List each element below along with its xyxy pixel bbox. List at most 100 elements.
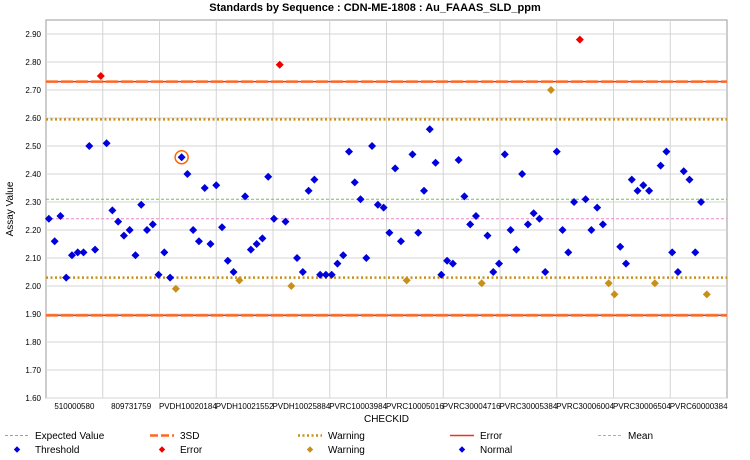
normal-point <box>541 268 550 276</box>
x-tick-label: PVDH10025884 <box>272 402 330 411</box>
normal-point <box>131 251 140 260</box>
normal-point <box>385 228 394 237</box>
normal-point <box>552 147 561 156</box>
normal-point <box>350 178 359 187</box>
y-tick-label: 2.50 <box>25 142 41 151</box>
normal-point <box>102 139 111 148</box>
warning-point <box>171 284 180 293</box>
normal-point <box>142 226 151 234</box>
plot-area <box>44 19 728 399</box>
x-axis-ticks: 510000580 809731759 PVDH10020184PVDH100215… <box>54 402 728 411</box>
legend-label: Error <box>180 445 203 456</box>
data-points <box>44 35 711 299</box>
warning-point <box>650 279 659 288</box>
normal-point <box>137 200 146 209</box>
normal-point <box>321 270 330 279</box>
x-tick-label: PVRC60000384 <box>670 402 728 411</box>
normal-point <box>252 240 261 248</box>
warning-point <box>702 290 711 299</box>
legend-label: Warning <box>328 431 365 442</box>
normal-point <box>668 248 677 257</box>
normal-point <box>293 254 302 262</box>
normal-point <box>673 268 682 276</box>
legend: Expected Value 3SD Warning Error Mean Thresho… <box>0 425 750 460</box>
error-point <box>575 35 584 44</box>
legend-swatch <box>458 446 466 453</box>
y-tick-label: 2.90 <box>25 30 41 39</box>
x-tick-label: 510000580 <box>54 402 95 411</box>
normal-point <box>396 237 405 246</box>
normal-point <box>662 147 671 156</box>
normal-point <box>223 256 232 265</box>
x-tick-label: PVRC10005016 <box>386 402 444 411</box>
legend-diamond-swatch <box>458 446 466 453</box>
normal-point <box>523 220 532 229</box>
y-tick-label: 2.00 <box>25 282 41 291</box>
normal-point <box>183 170 192 178</box>
normal-point <box>425 125 434 134</box>
normal-point <box>304 186 313 195</box>
normal-point <box>633 186 642 195</box>
normal-point <box>443 256 452 265</box>
normal-point <box>333 259 342 268</box>
normal-point <box>344 147 353 156</box>
normal-point <box>50 237 59 246</box>
normal-point <box>73 248 82 257</box>
normal-point <box>454 156 463 164</box>
y-tick-label: 1.80 <box>25 338 41 347</box>
normal-point <box>194 237 203 246</box>
legend-diamond-swatch <box>158 446 166 453</box>
legend-label: Mean <box>628 431 653 442</box>
normal-point <box>437 270 446 279</box>
normal-point <box>258 234 267 243</box>
normal-point <box>298 268 307 276</box>
normal-point <box>587 226 596 234</box>
legend-label: Threshold <box>35 445 79 456</box>
legend-label: Normal <box>480 445 512 456</box>
normal-point <box>368 142 377 150</box>
normal-point <box>264 172 273 181</box>
normal-point <box>622 259 631 268</box>
y-tick-label: 2.30 <box>25 198 41 207</box>
normal-point <box>316 270 325 279</box>
normal-point <box>241 192 250 201</box>
normal-point <box>639 181 648 190</box>
normal-point <box>177 153 186 162</box>
normal-point <box>189 226 198 234</box>
normal-point <box>44 214 53 223</box>
normal-point <box>627 175 636 184</box>
y-tick-label: 2.10 <box>25 254 41 263</box>
normal-point <box>218 223 227 232</box>
normal-point <box>500 150 509 159</box>
normal-point <box>564 248 573 257</box>
normal-point <box>327 270 336 279</box>
normal-point <box>679 167 688 176</box>
y-tick-label: 1.90 <box>25 310 41 319</box>
normal-point <box>685 175 694 184</box>
normal-point <box>414 228 423 237</box>
x-tick-label: PVRC30006004 <box>556 402 614 411</box>
x-tick-label: PVRC10003984 <box>329 402 387 411</box>
y-tick-label: 2.80 <box>25 58 41 67</box>
highlighted-point-ring <box>174 149 189 165</box>
x-axis-label: CHECKID <box>364 414 409 425</box>
y-axis-ticks: 1.60 1.70 1.80 1.90 2.00 2.10 2.20 2.30 2.40 2.50… <box>25 30 41 403</box>
normal-point <box>373 200 382 209</box>
gridlines <box>46 20 727 399</box>
legend-label: Error <box>480 431 503 442</box>
x-tick-label: PVRC30004716 <box>443 402 501 411</box>
y-tick-label: 2.70 <box>25 86 41 95</box>
normal-point <box>281 217 290 226</box>
normal-point <box>495 259 504 268</box>
normal-point <box>489 268 498 276</box>
y-tick-label: 2.20 <box>25 226 41 235</box>
normal-point <box>581 195 590 204</box>
normal-point <box>91 245 100 254</box>
normal-point <box>154 270 163 279</box>
normal-point <box>558 226 567 234</box>
x-tick-label: PVDH10021552 <box>216 402 274 411</box>
legend-diamond-swatch <box>306 446 314 453</box>
normal-point <box>466 220 475 229</box>
normal-point <box>518 170 527 178</box>
y-tick-label: 2.60 <box>25 114 41 123</box>
